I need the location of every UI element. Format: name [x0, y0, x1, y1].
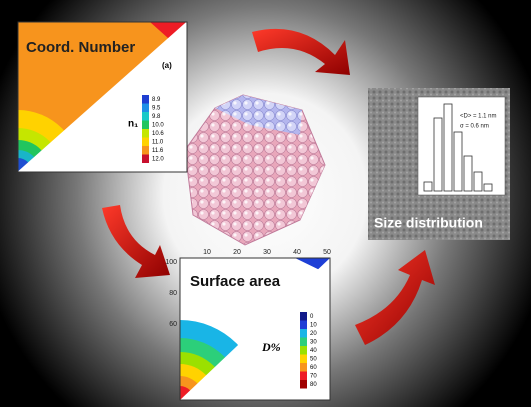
nanoparticle [184, 94, 326, 246]
top-tick-label: 40 [293, 249, 301, 256]
legend-swatch [300, 337, 307, 346]
legend-swatch [300, 312, 307, 321]
legend-swatch [142, 137, 149, 146]
left-tick-label: 60 [169, 321, 177, 328]
panel-tag: (a) [162, 61, 172, 70]
tem-panel: <D> = 1.1 nm σ = 0.6 nm Size distributio… [368, 88, 510, 240]
legend-swatch [300, 329, 307, 338]
legend-label: 8.9 [152, 97, 161, 103]
arrows [102, 28, 435, 345]
left-tick-label: 80 [169, 290, 177, 297]
legend-label: 10 [310, 323, 317, 329]
legend-label: 60 [310, 365, 317, 371]
legend-swatch [300, 354, 307, 363]
legend-label: 50 [310, 357, 317, 363]
legend-swatch [142, 112, 149, 121]
panel-title: Coord. Number [26, 39, 135, 56]
legend-swatch [142, 154, 149, 163]
top-tick-label: 20 [233, 249, 241, 256]
legend-swatch [300, 371, 307, 380]
stat: σ = 0.6 nm [460, 124, 489, 130]
legend-label: 11.6 [152, 148, 164, 154]
legend-label: 9.8 [152, 114, 161, 120]
legend-label: 10.0 [152, 123, 164, 129]
legend-label: 20 [310, 331, 317, 337]
legend-swatch [300, 363, 307, 372]
panel-title: Surface area [190, 273, 281, 290]
legend-swatch [300, 320, 307, 329]
legend-swatch [300, 346, 307, 355]
top-tick-label: 50 [323, 249, 331, 256]
legend-title: n₁ [128, 119, 138, 130]
legend-swatch [142, 120, 149, 129]
left-tick-label: 100 [165, 259, 177, 266]
legend-label: 70 [310, 374, 317, 380]
legend-label: 11.0 [152, 140, 164, 146]
legend-label: 12.0 [152, 157, 164, 163]
top-tick-label: 10 [203, 249, 211, 256]
stat: <D> = 1.1 nm [460, 114, 497, 120]
legend-label: 30 [310, 340, 317, 346]
legend-label: 10.6 [152, 131, 164, 137]
legend-label: 40 [310, 348, 317, 354]
legend-label: 0 [310, 314, 314, 320]
legend-label: 80 [310, 382, 317, 388]
panel-title: Size distribution [374, 215, 483, 231]
legend-swatch [142, 95, 149, 104]
legend-swatch [142, 146, 149, 155]
legend-title: D% [261, 340, 281, 354]
surface-area-panel: Surface area D% 0 10 20 30 40 50 60 70 80 10 20 30 4… [165, 249, 331, 401]
legend-swatch [300, 380, 307, 389]
top-tick-label: 30 [263, 249, 271, 256]
legend-label: 9.5 [152, 106, 161, 112]
legend-swatch [142, 103, 149, 112]
coord-number-panel: Coord. Number (a) n₁ 8.9 9.5 9.8 10.0 10.6 11… [17, 21, 188, 173]
legend-swatch [142, 129, 149, 138]
